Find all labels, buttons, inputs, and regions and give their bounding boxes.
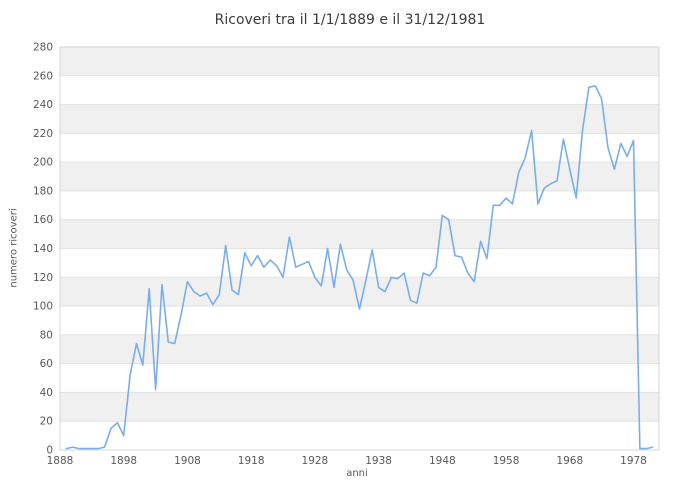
plot-band bbox=[60, 104, 659, 134]
x-tick-label: 1898 bbox=[110, 455, 137, 467]
y-tick-label: 0 bbox=[46, 445, 53, 457]
y-tick-label: 180 bbox=[33, 185, 53, 197]
y-tick-label: 40 bbox=[40, 387, 53, 399]
y-tick-label: 80 bbox=[40, 329, 53, 341]
y-tick-label: 280 bbox=[33, 42, 53, 54]
x-tick-label: 1958 bbox=[493, 455, 520, 467]
y-axis-label: numero ricoveri bbox=[8, 208, 20, 288]
y-tick-label: 120 bbox=[33, 272, 53, 284]
y-tick-label: 60 bbox=[40, 358, 53, 370]
plot-border bbox=[59, 46, 660, 451]
x-tick-label: 1968 bbox=[556, 455, 583, 467]
plot-band bbox=[60, 47, 659, 76]
data-line bbox=[65, 85, 654, 450]
x-tick-label: 1888 bbox=[47, 455, 74, 467]
y-tick-label: 220 bbox=[33, 128, 53, 140]
y-tick-label: 240 bbox=[33, 99, 53, 111]
x-tick-label: 1978 bbox=[620, 455, 647, 467]
x-axis-label: anni bbox=[346, 468, 368, 479]
y-tick-label: 260 bbox=[33, 70, 53, 82]
x-tick-label: 1948 bbox=[429, 455, 456, 467]
x-tick-label: 1918 bbox=[238, 455, 265, 467]
plot-band bbox=[60, 219, 659, 249]
x-tick-label: 1938 bbox=[365, 455, 392, 467]
y-tick-label: 100 bbox=[33, 301, 53, 313]
chart-title: Ricoveri tra il 1/1/1889 e il 31/12/1981 bbox=[214, 12, 486, 28]
plot-band bbox=[60, 277, 659, 307]
y-tick-label: 20 bbox=[40, 416, 53, 428]
plot-band bbox=[60, 334, 659, 364]
x-tick-label: 1928 bbox=[302, 455, 329, 467]
x-tick-label: 1908 bbox=[174, 455, 201, 467]
y-tick-label: 200 bbox=[33, 157, 53, 169]
y-tick-label: 160 bbox=[33, 214, 53, 226]
y-tick-label: 140 bbox=[33, 243, 53, 255]
plot-band bbox=[60, 392, 659, 422]
